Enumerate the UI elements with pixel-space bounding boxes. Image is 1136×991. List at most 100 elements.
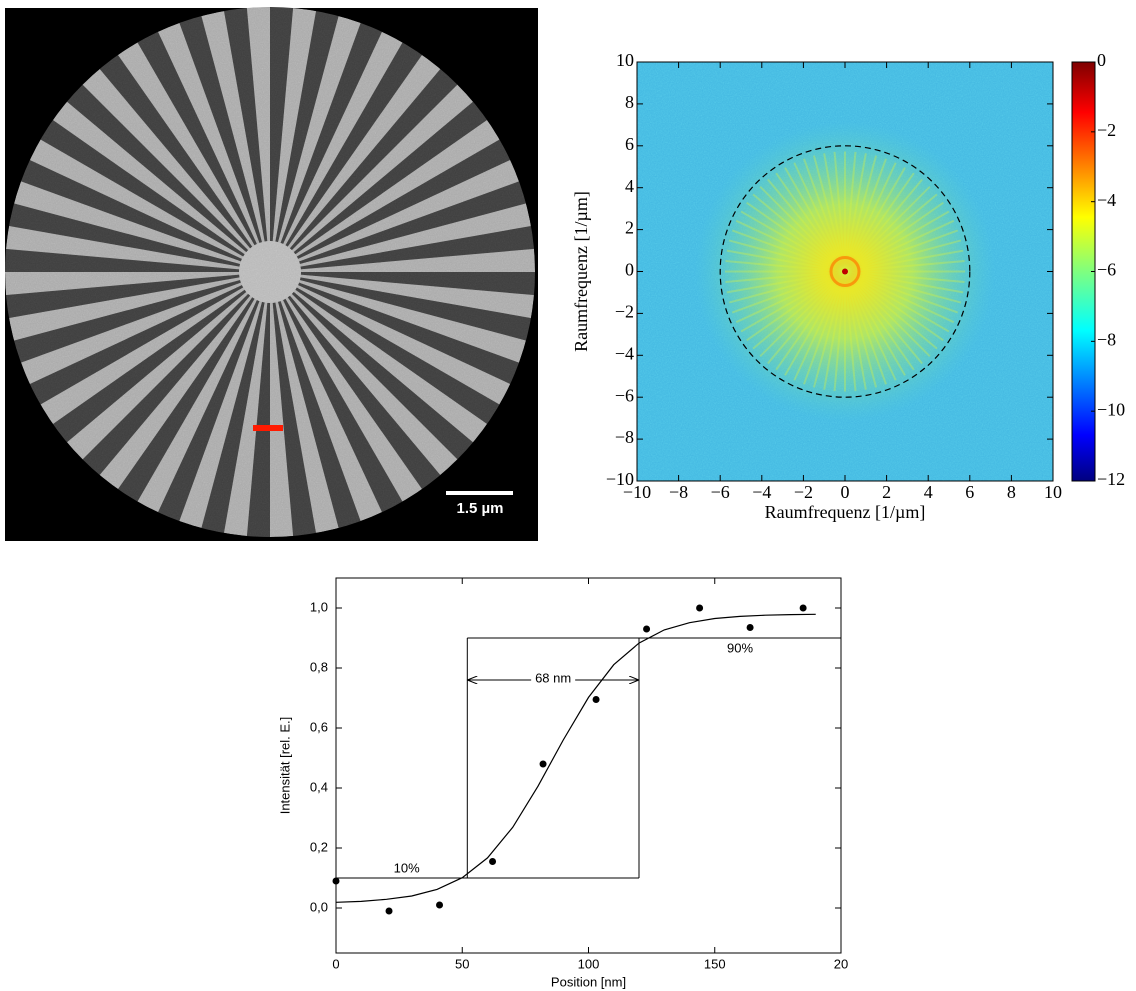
data-point bbox=[799, 604, 807, 612]
spectrum-ring bbox=[829, 256, 861, 287]
spectrum-spoke bbox=[746, 201, 846, 273]
y-tick-label: 0,4 bbox=[310, 779, 328, 794]
spectrum-spoke bbox=[726, 249, 846, 273]
x-tick-label: −2 bbox=[794, 482, 813, 502]
spectrum bbox=[637, 62, 1053, 481]
spectrum-spoke bbox=[844, 155, 878, 272]
colorbar-tick-label: −10 bbox=[1097, 399, 1125, 419]
data-point bbox=[539, 760, 547, 768]
y-tick-label: 0,0 bbox=[310, 899, 328, 914]
spectrum-spoke bbox=[844, 260, 965, 273]
spectrum-spoke bbox=[752, 270, 846, 350]
data-point bbox=[385, 907, 393, 915]
x-tick-label: −6 bbox=[711, 482, 730, 502]
spectrum-spoke bbox=[823, 271, 846, 390]
x-tick-label: 10 bbox=[1044, 482, 1062, 502]
y-axis-label: Raumfrequenz [1/µm] bbox=[571, 191, 591, 352]
y-tick-label: 0 bbox=[625, 260, 634, 280]
x-axis-label: Position [nm] bbox=[551, 974, 626, 989]
spectrum-spoke bbox=[784, 270, 846, 376]
profile-marker bbox=[253, 425, 283, 431]
colorbar-tick-label: 0 bbox=[1097, 50, 1106, 70]
level-label: 10% bbox=[394, 860, 420, 875]
y-tick-label: 8 bbox=[625, 92, 634, 112]
data-point bbox=[436, 901, 444, 909]
cutoff-circle bbox=[719, 145, 971, 398]
data-point bbox=[332, 877, 340, 885]
spectrum-spoke bbox=[844, 219, 955, 273]
spectrum-spoke bbox=[844, 162, 897, 272]
y-tick-label: 0,6 bbox=[310, 719, 328, 734]
y-tick-label: 0,2 bbox=[310, 839, 328, 854]
image-noise bbox=[5, 8, 535, 537]
spectrum-spoke bbox=[844, 201, 944, 273]
spectrum-spoke bbox=[735, 270, 846, 324]
y-tick-label: −8 bbox=[615, 427, 634, 447]
x-tick-label: 4 bbox=[924, 482, 933, 502]
spectrum-spoke bbox=[803, 158, 846, 272]
x-tick-label: 20 bbox=[834, 956, 848, 971]
y-tick-label: −10 bbox=[606, 469, 634, 489]
spectrum-spoke bbox=[844, 271, 867, 390]
x-tick-label: 8 bbox=[1007, 482, 1016, 502]
fit-curve bbox=[335, 613, 816, 903]
spectrum-spoke bbox=[844, 271, 878, 388]
spectrum-spoke bbox=[833, 151, 846, 272]
spectrum-spoke bbox=[752, 193, 846, 273]
colorbar-tick-label: −6 bbox=[1097, 260, 1116, 280]
y-tick-label: 1,0 bbox=[310, 599, 328, 614]
spectrum-spoke bbox=[784, 167, 846, 272]
spectrum-spoke bbox=[844, 270, 964, 294]
spectrum-spoke bbox=[731, 270, 846, 314]
x-tick-label: 150 bbox=[704, 956, 726, 971]
spectrum-spoke bbox=[844, 178, 923, 273]
x-axis-label: Raumfrequenz [1/µm] bbox=[765, 502, 926, 522]
spectrum-spoke bbox=[759, 185, 846, 273]
width-label: 68 nm bbox=[535, 670, 571, 685]
spectrum-spoke bbox=[728, 270, 846, 304]
colorbar-tick-label: −2 bbox=[1097, 120, 1116, 140]
x-tick-label: −4 bbox=[752, 482, 771, 502]
spectrum-spoke bbox=[844, 270, 931, 358]
spectrum-spoke bbox=[767, 178, 846, 273]
spectrum-spoke bbox=[775, 270, 846, 371]
y-axis-label: Intensität [rel. E.] bbox=[277, 717, 292, 815]
spectrum-spoke bbox=[740, 210, 846, 273]
spectrum-spoke bbox=[844, 249, 964, 273]
spectrum-peak bbox=[842, 268, 848, 275]
spectrum-spoke bbox=[793, 271, 846, 381]
x-tick-label: 0 bbox=[332, 956, 339, 971]
spectrum-spoke bbox=[844, 270, 906, 376]
spectrum-spoke bbox=[775, 172, 846, 273]
spectrum-spoke bbox=[844, 270, 923, 365]
x-tick-label: 0 bbox=[841, 482, 850, 502]
spectrum-spoke bbox=[803, 271, 846, 385]
spectrum-spoke bbox=[746, 270, 846, 342]
spectrum-spoke bbox=[726, 270, 846, 294]
spectrum-spoke bbox=[844, 270, 962, 304]
spectrum-spoke bbox=[844, 270, 950, 333]
colorbar-tick-label: −8 bbox=[1097, 329, 1116, 349]
spectrum-spoke bbox=[812, 271, 846, 388]
spectrum-spoke bbox=[844, 271, 897, 381]
spectrum-spoke bbox=[844, 185, 931, 273]
spectrum-spoke bbox=[793, 162, 846, 272]
data-point bbox=[696, 604, 704, 612]
spectrum-spoke bbox=[823, 153, 846, 272]
plot-frame bbox=[335, 577, 842, 954]
spectrum-spoke bbox=[740, 270, 846, 333]
spectrum-spoke bbox=[844, 270, 944, 342]
x-tick-label: 50 bbox=[455, 956, 469, 971]
x-tick-label: 100 bbox=[578, 956, 600, 971]
spectrum-spoke bbox=[844, 167, 906, 272]
y-tick-label: 10 bbox=[616, 50, 634, 70]
spectrum-spoke bbox=[728, 239, 846, 273]
spectrum-spoke bbox=[844, 210, 950, 273]
spectrum-spoke bbox=[844, 271, 887, 385]
spectrum-spoke bbox=[812, 155, 846, 272]
level-label: 90% bbox=[727, 640, 753, 655]
x-tick-label: −10 bbox=[623, 482, 651, 502]
x-tick-label: −8 bbox=[669, 482, 688, 502]
spectrum-spoke bbox=[735, 219, 846, 273]
